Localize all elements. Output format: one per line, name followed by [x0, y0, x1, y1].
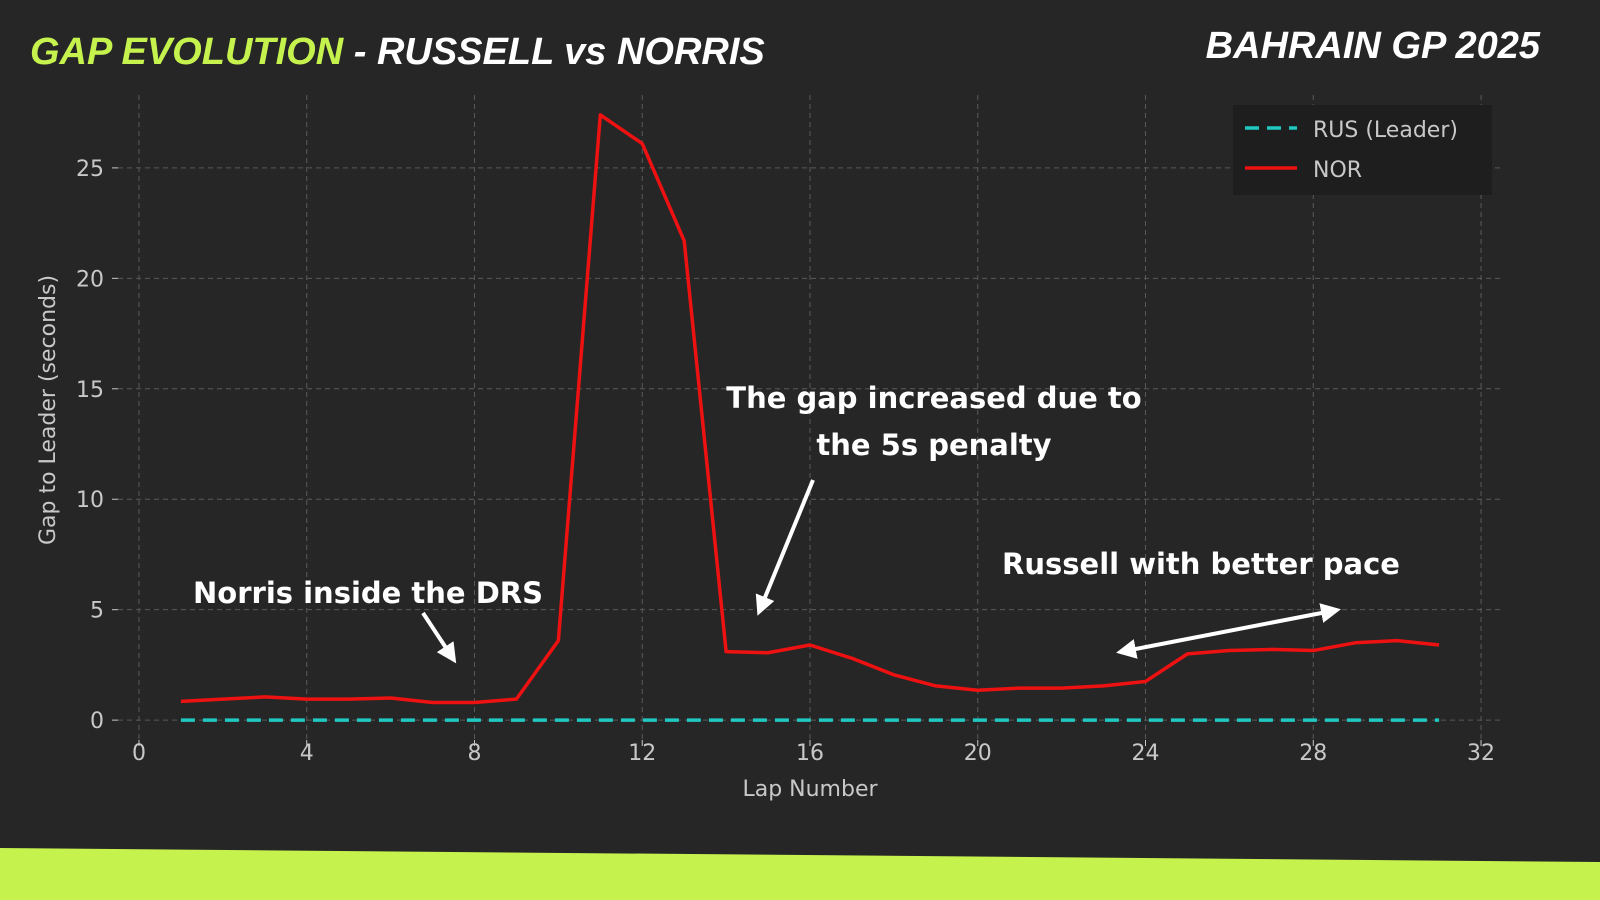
subtitle: BAHRAIN GP 2025: [1206, 25, 1541, 67]
y-tick-label: 0: [90, 709, 104, 734]
annotation: Russell with better pace: [1002, 547, 1400, 581]
title: GAP EVOLUTION - RUSSELL vs NORRIS: [30, 31, 765, 73]
y-tick-label: 5: [90, 599, 104, 624]
x-tick-label: 0: [132, 741, 146, 766]
annotation: The gap increased due to: [726, 381, 1141, 415]
y-tick-label: 20: [76, 267, 104, 292]
x-axis-label: Lap Number: [742, 777, 878, 802]
y-tick-label: 10: [76, 488, 104, 513]
y-axis-label: Gap to Leader (seconds): [36, 275, 61, 545]
title-main: GAP EVOLUTION: [30, 31, 345, 73]
arrow: [755, 479, 815, 616]
annotations: Norris inside the DRS The gap increased d…: [193, 381, 1400, 664]
annotation: the 5s penalty: [816, 428, 1051, 462]
x-tick-label: 20: [964, 741, 992, 766]
x-tick-label: 8: [467, 741, 481, 766]
arrow: [1116, 603, 1341, 659]
x-tick-label: 28: [1299, 741, 1327, 766]
y-tick-label: 25: [76, 157, 104, 182]
legend: RUS (Leader) NOR: [1233, 105, 1492, 195]
y-tick-label: 15: [76, 378, 104, 403]
legend-label: NOR: [1313, 158, 1362, 183]
x-tick-label: 12: [628, 741, 656, 766]
title-suffix: - RUSSELL vs NORRIS: [343, 31, 765, 73]
accent-stripe: [0, 848, 1600, 900]
x-tick-label: 32: [1467, 741, 1495, 766]
x-tick-label: 24: [1132, 741, 1160, 766]
legend-box: [1233, 105, 1492, 195]
x-tick-label: 16: [796, 741, 824, 766]
legend-label: RUS (Leader): [1313, 118, 1458, 143]
annotation: Norris inside the DRS: [193, 576, 543, 610]
x-tick-label: 4: [300, 741, 314, 766]
arrow: [421, 611, 457, 664]
